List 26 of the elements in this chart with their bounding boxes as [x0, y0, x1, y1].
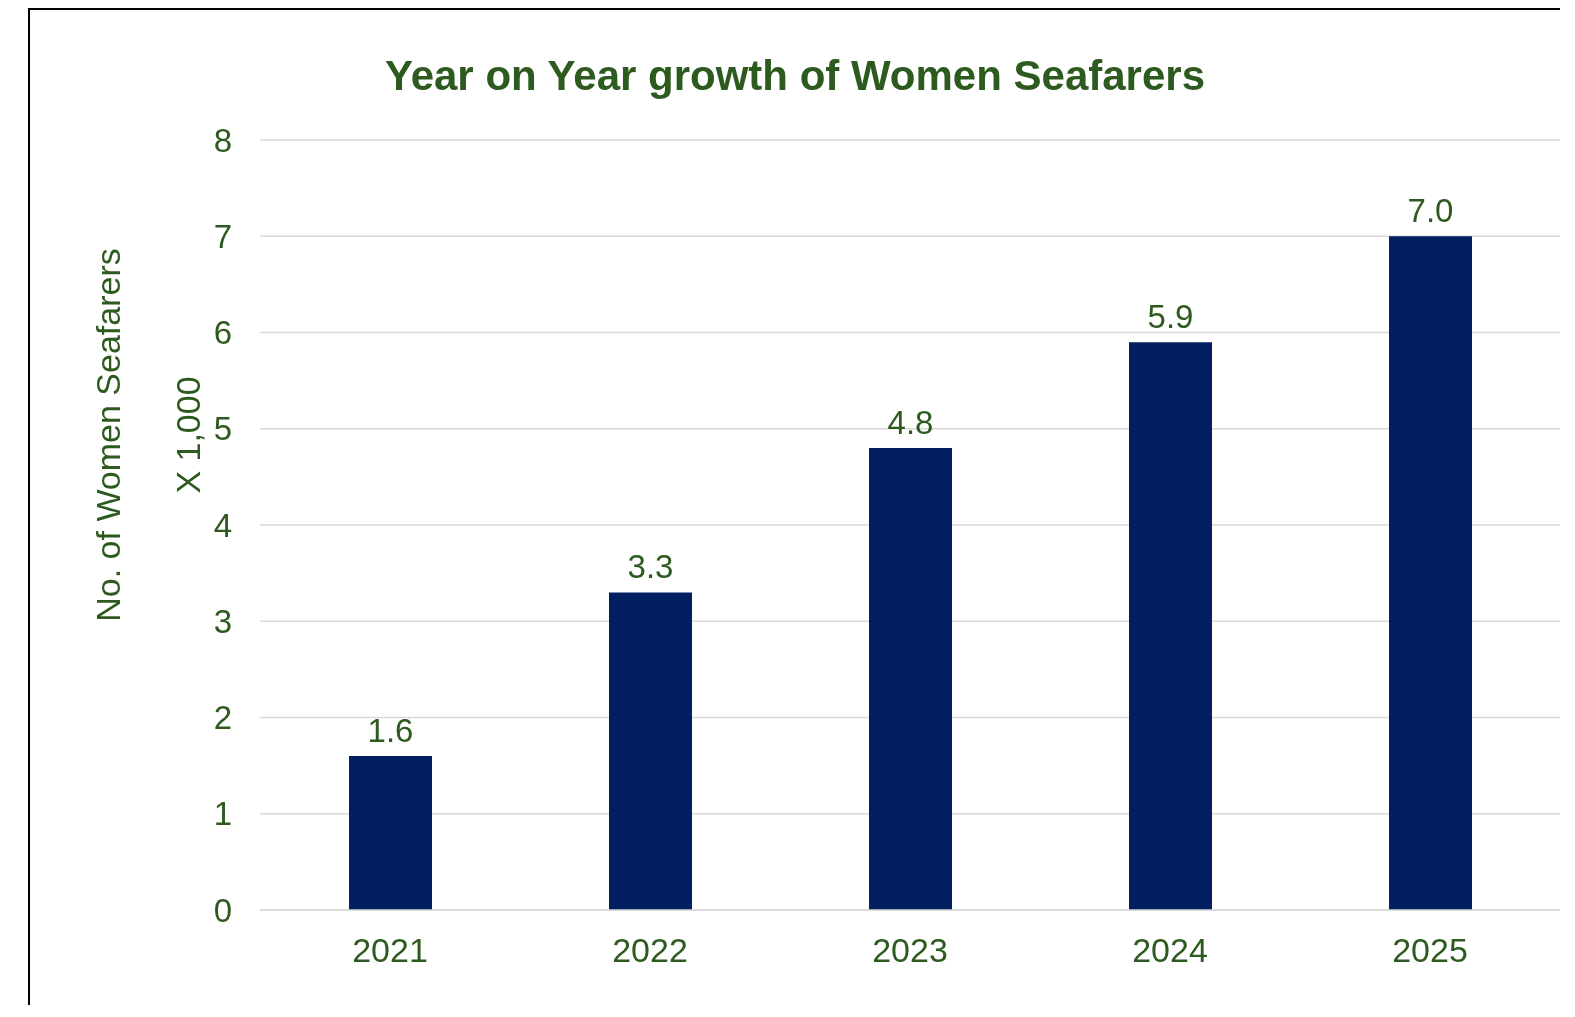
y-tick-label: 8 — [213, 121, 232, 159]
chart-title: Year on Year growth of Women Seafarers — [383, 52, 1207, 100]
y-tick-label: 4 — [213, 506, 232, 544]
data-label: 1.6 — [367, 712, 414, 749]
bar — [869, 448, 952, 910]
x-tick-label: 2021 — [352, 931, 428, 970]
x-tick-label: 2022 — [612, 931, 688, 970]
y-tick-label: 2 — [213, 699, 232, 737]
data-label: 4.8 — [887, 404, 934, 441]
y-tick-label: 0 — [213, 891, 232, 929]
y-tick-label: 5 — [213, 410, 232, 448]
bar — [609, 592, 692, 910]
bar — [349, 756, 432, 910]
bar — [1129, 342, 1212, 910]
data-label: 5.9 — [1147, 298, 1194, 336]
y-tick-label: 1 — [213, 795, 232, 833]
x-tick-label: 2025 — [1392, 931, 1468, 970]
y-tick-label: 7 — [213, 217, 232, 255]
data-label: 3.3 — [627, 548, 674, 586]
y-tick-label: 3 — [213, 602, 232, 640]
data-label: 7.0 — [1407, 192, 1454, 230]
bar — [1389, 236, 1472, 910]
text: No. of Women Seafarers X 1,000 — [89, 248, 207, 622]
x-tick-label: 2024 — [1132, 931, 1208, 970]
y-tick-label: 6 — [213, 314, 232, 352]
x-tick-label: 2023 — [872, 931, 948, 970]
